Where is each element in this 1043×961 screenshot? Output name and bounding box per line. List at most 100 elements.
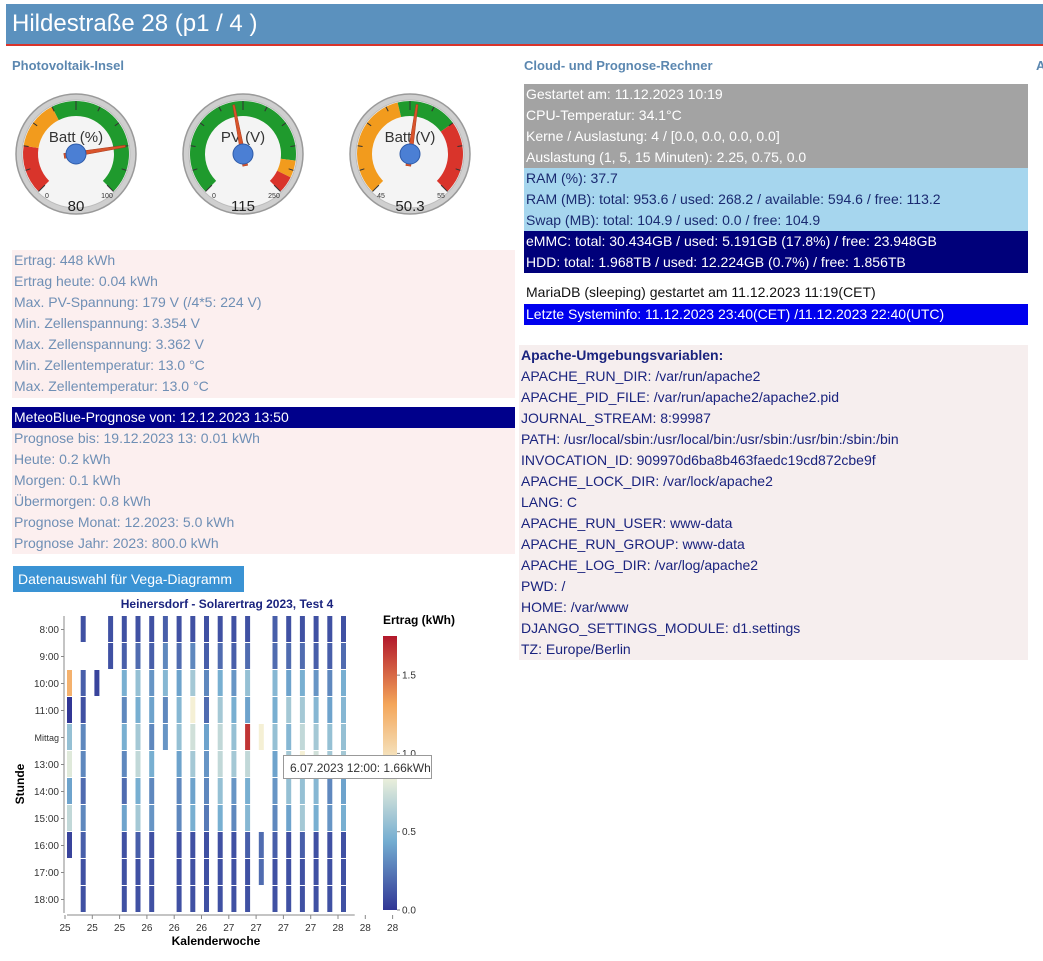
heatmap-cell[interactable] (80, 616, 86, 642)
heatmap-cell[interactable] (286, 724, 292, 750)
heatmap-cell[interactable] (299, 724, 305, 750)
heatmap-cell[interactable] (245, 859, 251, 885)
heatmap-cell[interactable] (341, 886, 346, 912)
heatmap-cell[interactable] (286, 886, 292, 912)
heatmap-cell[interactable] (258, 724, 264, 750)
heatmap-cell[interactable] (299, 697, 305, 723)
heatmap-cell[interactable] (80, 886, 86, 912)
heatmap-cell[interactable] (80, 697, 86, 723)
heatmap-cell[interactable] (204, 886, 209, 912)
heatmap-cell[interactable] (149, 832, 155, 858)
heatmap-cell[interactable] (231, 859, 237, 885)
heatmap-cell[interactable] (135, 859, 141, 885)
heatmap-cell[interactable] (327, 805, 333, 831)
heatmap-cell[interactable] (313, 697, 319, 723)
heatmap-cell[interactable] (231, 886, 237, 912)
heatmap-cell[interactable] (190, 886, 196, 912)
heatmap-cell[interactable] (313, 886, 319, 912)
heatmap-cell[interactable] (217, 859, 223, 885)
heatmap-cell[interactable] (162, 697, 168, 723)
heatmap-cell[interactable] (204, 805, 209, 831)
heatmap-cell[interactable] (176, 724, 182, 750)
heatmap-cell[interactable] (231, 778, 237, 804)
heatmap-cell[interactable] (121, 616, 127, 642)
heatmap-cell[interactable] (149, 751, 155, 777)
heatmap-cell[interactable] (341, 616, 346, 642)
heatmap-cell[interactable] (299, 886, 305, 912)
heatmap-cell[interactable] (80, 751, 86, 777)
heatmap-cell[interactable] (135, 724, 141, 750)
heatmap-cell[interactable] (176, 751, 182, 777)
heatmap-cell[interactable] (231, 832, 237, 858)
heatmap-cell[interactable] (80, 832, 86, 858)
heatmap-cell[interactable] (149, 643, 155, 669)
heatmap-cell[interactable] (299, 643, 305, 669)
heatmap-cell[interactable] (313, 832, 319, 858)
heatmap-cell[interactable] (121, 670, 127, 696)
heatmap-cell[interactable] (341, 670, 346, 696)
heatmap-cell[interactable] (135, 778, 141, 804)
heatmap-cell[interactable] (286, 859, 292, 885)
heatmap-cell[interactable] (341, 697, 346, 723)
heatmap-cell[interactable] (121, 886, 127, 912)
heatmap-cell[interactable] (272, 724, 278, 750)
heatmap-cell[interactable] (149, 805, 155, 831)
heatmap-cell[interactable] (231, 697, 237, 723)
heatmap-cell[interactable] (204, 616, 209, 642)
heatmap-cell[interactable] (176, 886, 182, 912)
heatmap-cell[interactable] (245, 643, 251, 669)
heatmap-cell[interactable] (245, 724, 251, 750)
heatmap-cell[interactable] (162, 724, 168, 750)
heatmap-cell[interactable] (176, 697, 182, 723)
heatmap-cell[interactable] (286, 643, 292, 669)
heatmap-cell[interactable] (341, 778, 346, 804)
heatmap-cell[interactable] (258, 832, 264, 858)
heatmap-cell[interactable] (313, 859, 319, 885)
heatmap-cell[interactable] (67, 697, 72, 723)
heatmap-cell[interactable] (313, 643, 319, 669)
heatmap-cell[interactable] (204, 697, 209, 723)
heatmap-cell[interactable] (190, 832, 196, 858)
heatmap-cell[interactable] (67, 724, 72, 750)
heatmap-cell[interactable] (121, 751, 127, 777)
heatmap-cell[interactable] (190, 643, 196, 669)
heatmap-cell[interactable] (231, 724, 237, 750)
heatmap-cell[interactable] (190, 724, 196, 750)
heatmap-cell[interactable] (272, 697, 278, 723)
heatmap-cell[interactable] (162, 670, 168, 696)
heatmap-cell[interactable] (313, 805, 319, 831)
heatmap-cell[interactable] (327, 778, 333, 804)
heatmap-cell[interactable] (286, 778, 292, 804)
heatmap-cell[interactable] (149, 670, 155, 696)
heatmap-cell[interactable] (327, 616, 333, 642)
heatmap-cell[interactable] (217, 670, 223, 696)
heatmap-cell[interactable] (190, 859, 196, 885)
heatmap-cell[interactable] (341, 724, 346, 750)
heatmap-cell[interactable] (204, 724, 209, 750)
heatmap-cell[interactable] (108, 643, 114, 669)
heatmap-cell[interactable] (217, 778, 223, 804)
heatmap-cell[interactable] (67, 670, 72, 696)
heatmap-cell[interactable] (272, 643, 278, 669)
heatmap-cell[interactable] (121, 832, 127, 858)
heatmap-cell[interactable] (190, 751, 196, 777)
heatmap-cell[interactable] (217, 886, 223, 912)
heatmap-cell[interactable] (204, 751, 209, 777)
vega-data-select-button[interactable]: Datenauswahl für Vega-Diagramm (13, 566, 244, 592)
heatmap-cell[interactable] (272, 670, 278, 696)
heatmap-cell[interactable] (204, 859, 209, 885)
heatmap-cell[interactable] (190, 697, 196, 723)
heatmap-cell[interactable] (245, 805, 251, 831)
heatmap-cell[interactable] (204, 778, 209, 804)
heatmap-cell[interactable] (149, 886, 155, 912)
heatmap-cell[interactable] (217, 724, 223, 750)
heatmap-cell[interactable] (231, 751, 237, 777)
heatmap-cell[interactable] (121, 778, 127, 804)
heatmap-cell[interactable] (176, 778, 182, 804)
heatmap-cell[interactable] (135, 643, 141, 669)
heatmap-cell[interactable] (245, 886, 251, 912)
heatmap-cell[interactable] (231, 805, 237, 831)
heatmap-cell[interactable] (149, 724, 155, 750)
heatmap-cell[interactable] (176, 616, 182, 642)
heatmap-cell[interactable] (258, 859, 264, 885)
